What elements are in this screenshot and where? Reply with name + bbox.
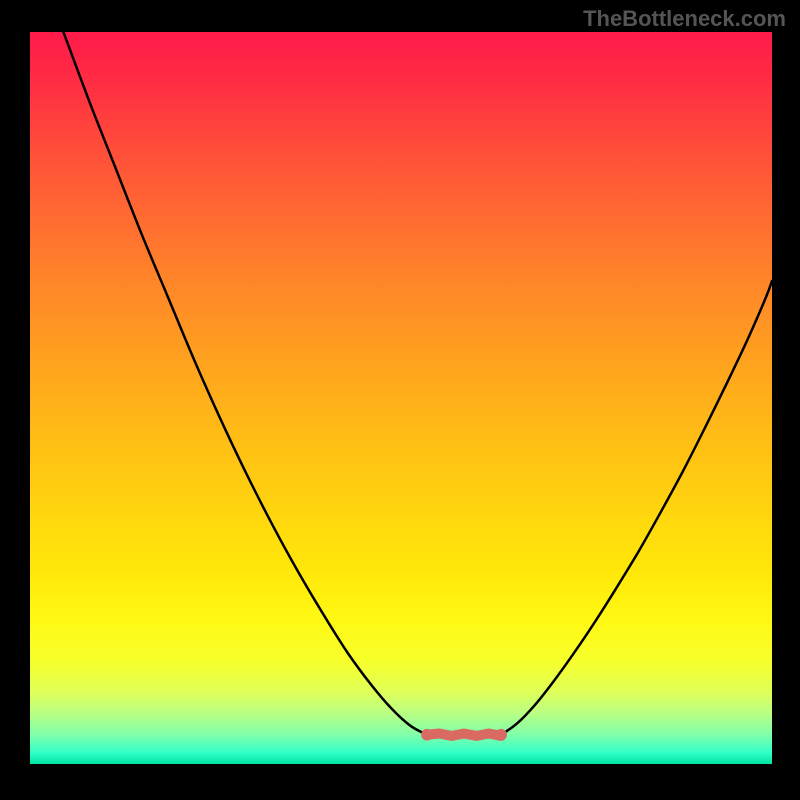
gradient-background (30, 32, 772, 764)
trough-marker-line (427, 734, 501, 736)
watermark-text: TheBottleneck.com (583, 6, 786, 32)
trough-marker-end-dot (495, 729, 507, 741)
trough-marker-start-dot (421, 729, 433, 741)
bottleneck-chart (0, 0, 800, 800)
chart-container: TheBottleneck.com (0, 0, 800, 800)
